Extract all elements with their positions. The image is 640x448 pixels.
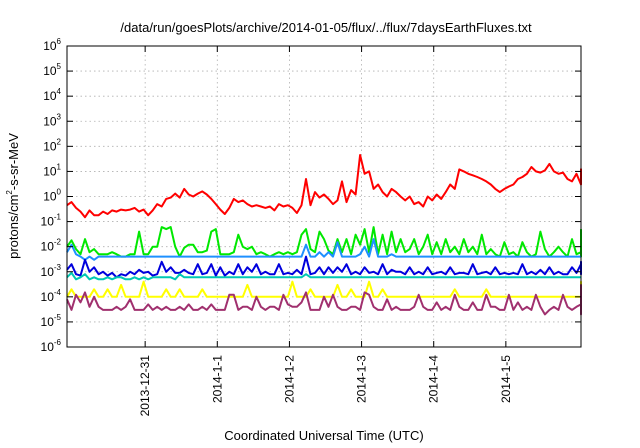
series-line: [66, 255, 582, 279]
y-tick-label-exponent: -4: [54, 288, 62, 297]
series-line: [66, 271, 581, 281]
x-tick-label: 2013-12-31: [138, 355, 152, 417]
y-tick-label-base: 10: [43, 114, 57, 128]
y-tick-label-base: 10: [43, 164, 57, 178]
y-tick-label-base: 10: [41, 315, 55, 329]
y-tick-label-base: 10: [41, 265, 55, 279]
y-tick-label: 105: [43, 62, 61, 78]
series-line: [66, 280, 582, 298]
y-tick-label-base: 10: [43, 190, 57, 204]
y-tick-label-base: 10: [43, 89, 57, 103]
x-tick-label: 2014-1-5: [499, 355, 513, 403]
y-tick-label-exponent: -6: [54, 338, 62, 347]
y-tick-label-base: 10: [43, 64, 57, 78]
y-tick-label-exponent: 3: [57, 112, 62, 121]
y-axis-label: protons/cm2-s-sr-MeV: [5, 133, 21, 259]
y-axis-label-units: -s-sr-MeV: [6, 133, 21, 190]
y-tick-label-exponent: -2: [54, 238, 62, 247]
y-tick-label: 104: [43, 87, 61, 103]
y-tick-label: 102: [43, 137, 61, 153]
y-tick-label: 100: [43, 188, 61, 204]
x-axis-label: Coordinated Universal Time (UTC): [224, 428, 423, 443]
x-tick-label: 2014-1-3: [355, 355, 369, 403]
series-line: [66, 283, 582, 316]
y-tick-label-base: 10: [41, 215, 55, 229]
y-tick-label: 10-1: [41, 213, 62, 229]
x-tick-label: 2014-1-1: [210, 355, 224, 403]
y-tick-label-base: 10: [41, 290, 55, 304]
y-tick-label-base: 10: [43, 39, 57, 53]
y-tick-label: 10-4: [41, 288, 62, 304]
y-tick-label-exponent: 2: [57, 137, 62, 146]
y-tick-label-base: 10: [43, 139, 57, 153]
series-line: [66, 226, 582, 258]
x-tick-label: 2014-1-4: [427, 355, 441, 403]
y-tick-label-exponent: 5: [57, 62, 62, 71]
y-tick-label-exponent: 1: [57, 162, 62, 171]
y-tick-label: 10-2: [41, 238, 62, 254]
grid-lines: [67, 46, 581, 347]
y-tick-label: 101: [43, 162, 61, 178]
y-tick-label-exponent: -3: [54, 263, 62, 272]
axis-ticks: 10-610-510-410-310-210-11001011021031041…: [41, 37, 581, 416]
y-tick-label-base: 10: [41, 240, 55, 254]
y-tick-label: 10-6: [41, 338, 62, 354]
y-tick-label: 103: [43, 112, 61, 128]
series-line: [66, 238, 581, 261]
y-tick-label-exponent: 4: [57, 87, 62, 96]
x-tick-label: 2014-1-2: [282, 355, 296, 403]
y-tick-label: 10-5: [41, 313, 62, 329]
y-axis-label-main: protons/cm: [6, 195, 21, 259]
series-line: [66, 154, 582, 219]
y-tick-label-base: 10: [41, 340, 55, 354]
y-tick-label: 106: [43, 37, 61, 53]
series-lines: [66, 154, 582, 316]
y-tick-label-exponent: 6: [57, 37, 62, 46]
y-tick-label: 10-3: [41, 263, 62, 279]
y-tick-label-exponent: 0: [57, 188, 62, 197]
chart-title: /data/run/goesPlots/archive/2014-01-05/f…: [120, 20, 532, 35]
y-tick-label-exponent: -5: [54, 313, 62, 322]
y-axis-label-exponent: 2: [5, 190, 14, 195]
y-tick-label-exponent: -1: [54, 213, 62, 222]
